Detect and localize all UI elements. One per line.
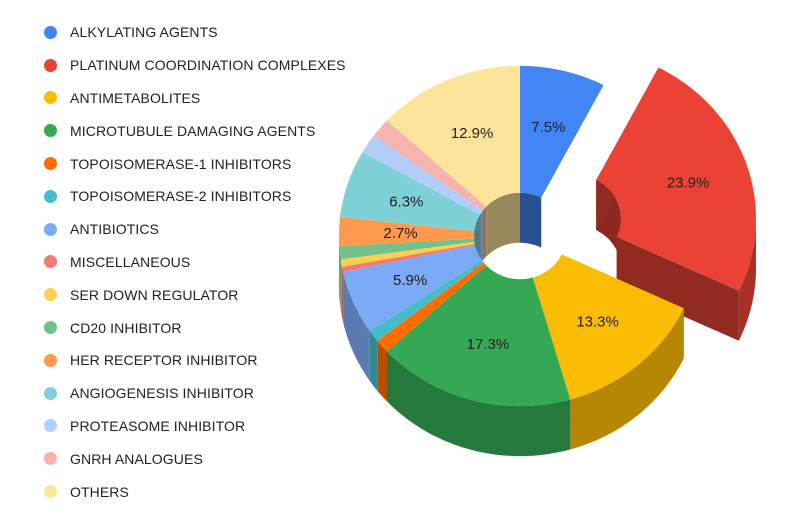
legend-item: ANGIOGENESIS INHIBITOR <box>44 377 344 410</box>
legend-item: SER DOWN REGULATOR <box>44 278 344 311</box>
donut-slice <box>343 245 482 331</box>
legend-item: PROTEASOME INHIBITOR <box>44 410 344 443</box>
legend-label: MISCELLANEOUS <box>70 253 191 270</box>
legend-swatch <box>44 419 57 433</box>
legend-swatch <box>44 353 57 367</box>
legend-swatch <box>44 485 57 499</box>
slice-inner-wall <box>479 210 483 265</box>
legend-swatch <box>44 91 57 105</box>
slice-inner-wall <box>486 192 520 257</box>
slice-cut-face <box>616 236 739 341</box>
slice-side-wall <box>343 272 370 381</box>
chart-legend: ALKYLATING AGENTS PLATINUM COORDINATION C… <box>44 16 346 508</box>
slice-side-wall <box>738 218 756 341</box>
slice-value-label: 13.3% <box>576 313 619 330</box>
donut-slice <box>387 65 520 207</box>
legend-label: CD20 INHIBITOR <box>70 319 182 336</box>
donut-slice <box>369 260 484 341</box>
legend-item: ALKYLATING AGENTS <box>44 16 344 49</box>
slice-side-wall <box>339 246 341 310</box>
donut-slice <box>339 216 475 247</box>
slice-side-wall <box>377 340 387 402</box>
legend-label: ANTIBIOTICS <box>70 221 159 238</box>
legend-label: GNRH ANALOGUES <box>70 450 203 467</box>
slice-inner-wall <box>520 192 542 248</box>
slice-value-label: 17.3% <box>467 336 510 353</box>
slice-value-label: 5.9% <box>393 272 427 289</box>
legend-label: TOPOISOMERASE-1 INHIBITORS <box>70 155 292 172</box>
legend-label: HER RECEPTOR INHIBITOR <box>70 352 258 369</box>
legend-item: MISCELLANEOUS <box>44 246 344 279</box>
donut-slice <box>362 135 483 215</box>
legend-swatch <box>44 321 57 335</box>
donut-slice <box>520 65 604 198</box>
legend-swatch <box>44 25 57 39</box>
legend-item: PLATINUM COORDINATION COMPLEXES <box>44 49 346 82</box>
legend-swatch <box>44 157 57 171</box>
slice-value-label: 2.7% <box>383 225 417 242</box>
donut-slice <box>340 241 475 267</box>
donut-slice <box>532 254 684 400</box>
legend-swatch <box>44 222 57 236</box>
donut-labels: 7.5% 23.9% 13.3% 17.3% 5.9% 2.7% 6.3% 12.9% <box>383 119 709 353</box>
legend-item: TOPOISOMERASE-2 INHIBITORS <box>44 180 344 213</box>
donut-slice <box>339 238 475 260</box>
slice-side-wall <box>387 351 571 457</box>
legend-item: CD20 INHIBITOR <box>44 311 344 344</box>
legend-label: MICROTUBULE DAMAGING AGENTS <box>70 122 316 139</box>
legend-swatch <box>44 189 57 203</box>
slice-side-wall <box>369 330 378 391</box>
legend-item: HER RECEPTOR INHIBITOR <box>44 344 344 377</box>
legend-swatch <box>44 124 57 138</box>
legend-swatch <box>44 452 57 466</box>
legend-item: OTHERS <box>44 475 344 508</box>
slice-side-wall <box>570 308 684 450</box>
legend-label: ANGIOGENESIS INHIBITOR <box>70 385 254 402</box>
legend-item: GNRH ANALOGUES <box>44 442 344 475</box>
legend-swatch <box>44 255 57 269</box>
donut-slice <box>342 243 476 273</box>
legend-label: PLATINUM COORDINATION COMPLEXES <box>70 57 346 74</box>
donut-slice <box>373 120 487 211</box>
legend-swatch <box>44 386 57 400</box>
slice-side-wall <box>342 266 344 323</box>
slice-value-label: 12.9% <box>451 125 494 142</box>
legend-label: SER DOWN REGULATOR <box>70 286 239 303</box>
donut-slice <box>340 152 480 232</box>
legend-item: ANTIMETABOLITES <box>44 82 344 115</box>
slice-side-wall <box>340 259 342 317</box>
legend-swatch <box>44 288 57 302</box>
legend-label: PROTEASOME INHIBITOR <box>70 417 246 434</box>
legend-label: OTHERS <box>70 483 129 500</box>
donut-slice <box>377 262 487 352</box>
legend-item: ANTIBIOTICS <box>44 213 344 246</box>
slice-value-label: 6.3% <box>389 193 423 210</box>
legend-item: MICROTUBULE DAMAGING AGENTS <box>44 114 344 147</box>
legend-item: TOPOISOMERASE-1 INHIBITORS <box>44 147 344 180</box>
donut-slice <box>596 67 756 291</box>
donut-tops <box>339 65 756 407</box>
legend-label: ANTIMETABOLITES <box>70 89 201 106</box>
legend-label: TOPOISOMERASE-2 INHIBITORS <box>70 188 292 205</box>
slice-value-label: 23.9% <box>667 175 710 192</box>
donut-slice <box>387 265 571 407</box>
legend-swatch <box>44 58 57 72</box>
legend-label: ALKYLATING AGENTS <box>70 24 218 41</box>
slice-value-label: 7.5% <box>531 119 565 136</box>
slice-inner-wall <box>482 206 487 261</box>
